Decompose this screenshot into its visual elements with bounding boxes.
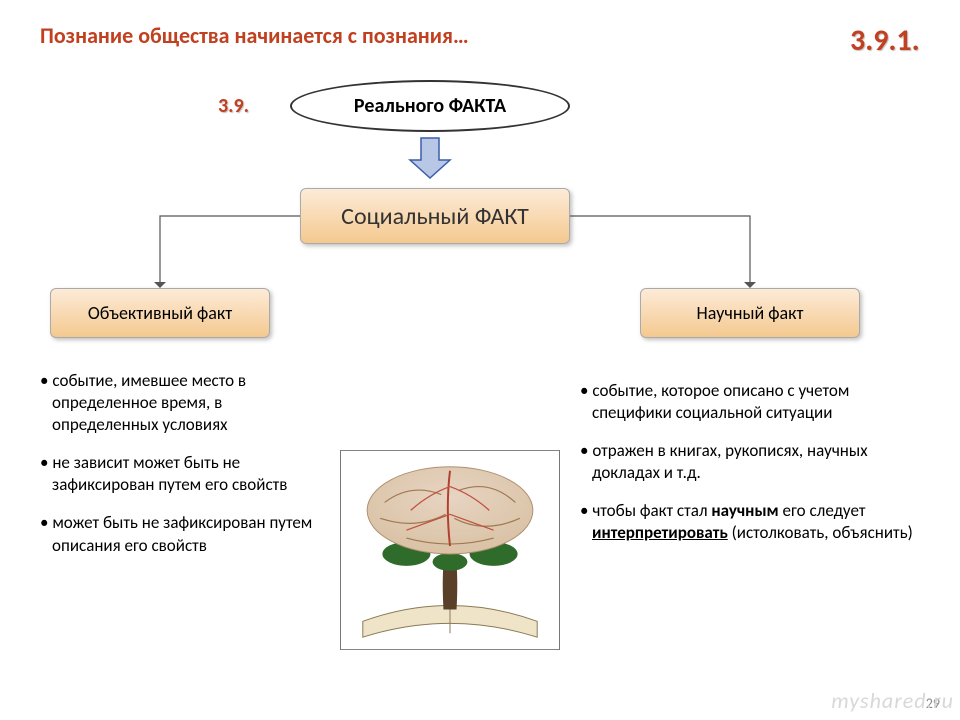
bullet-item: событие, имевшее место в определенное вр…	[40, 370, 330, 436]
left-bullets: событие, имевшее место в определенное вр…	[40, 370, 330, 573]
bullet-item: может быть не зафиксирован путем описани…	[40, 512, 330, 556]
watermark: myshared.ru	[831, 687, 954, 714]
bullet-item: не зависит может быть не зафиксирован пу…	[40, 452, 330, 496]
bullet-item: отражен в книгах, рукописях, научных док…	[580, 440, 930, 484]
brain-tree-image	[340, 450, 560, 650]
right-bullets: событие, которое описано с учетом специф…	[580, 380, 930, 561]
bullet-item: событие, которое описано с учетом специф…	[580, 380, 930, 424]
bullet-item: чтобы факт стал научным его следует инте…	[580, 500, 930, 544]
